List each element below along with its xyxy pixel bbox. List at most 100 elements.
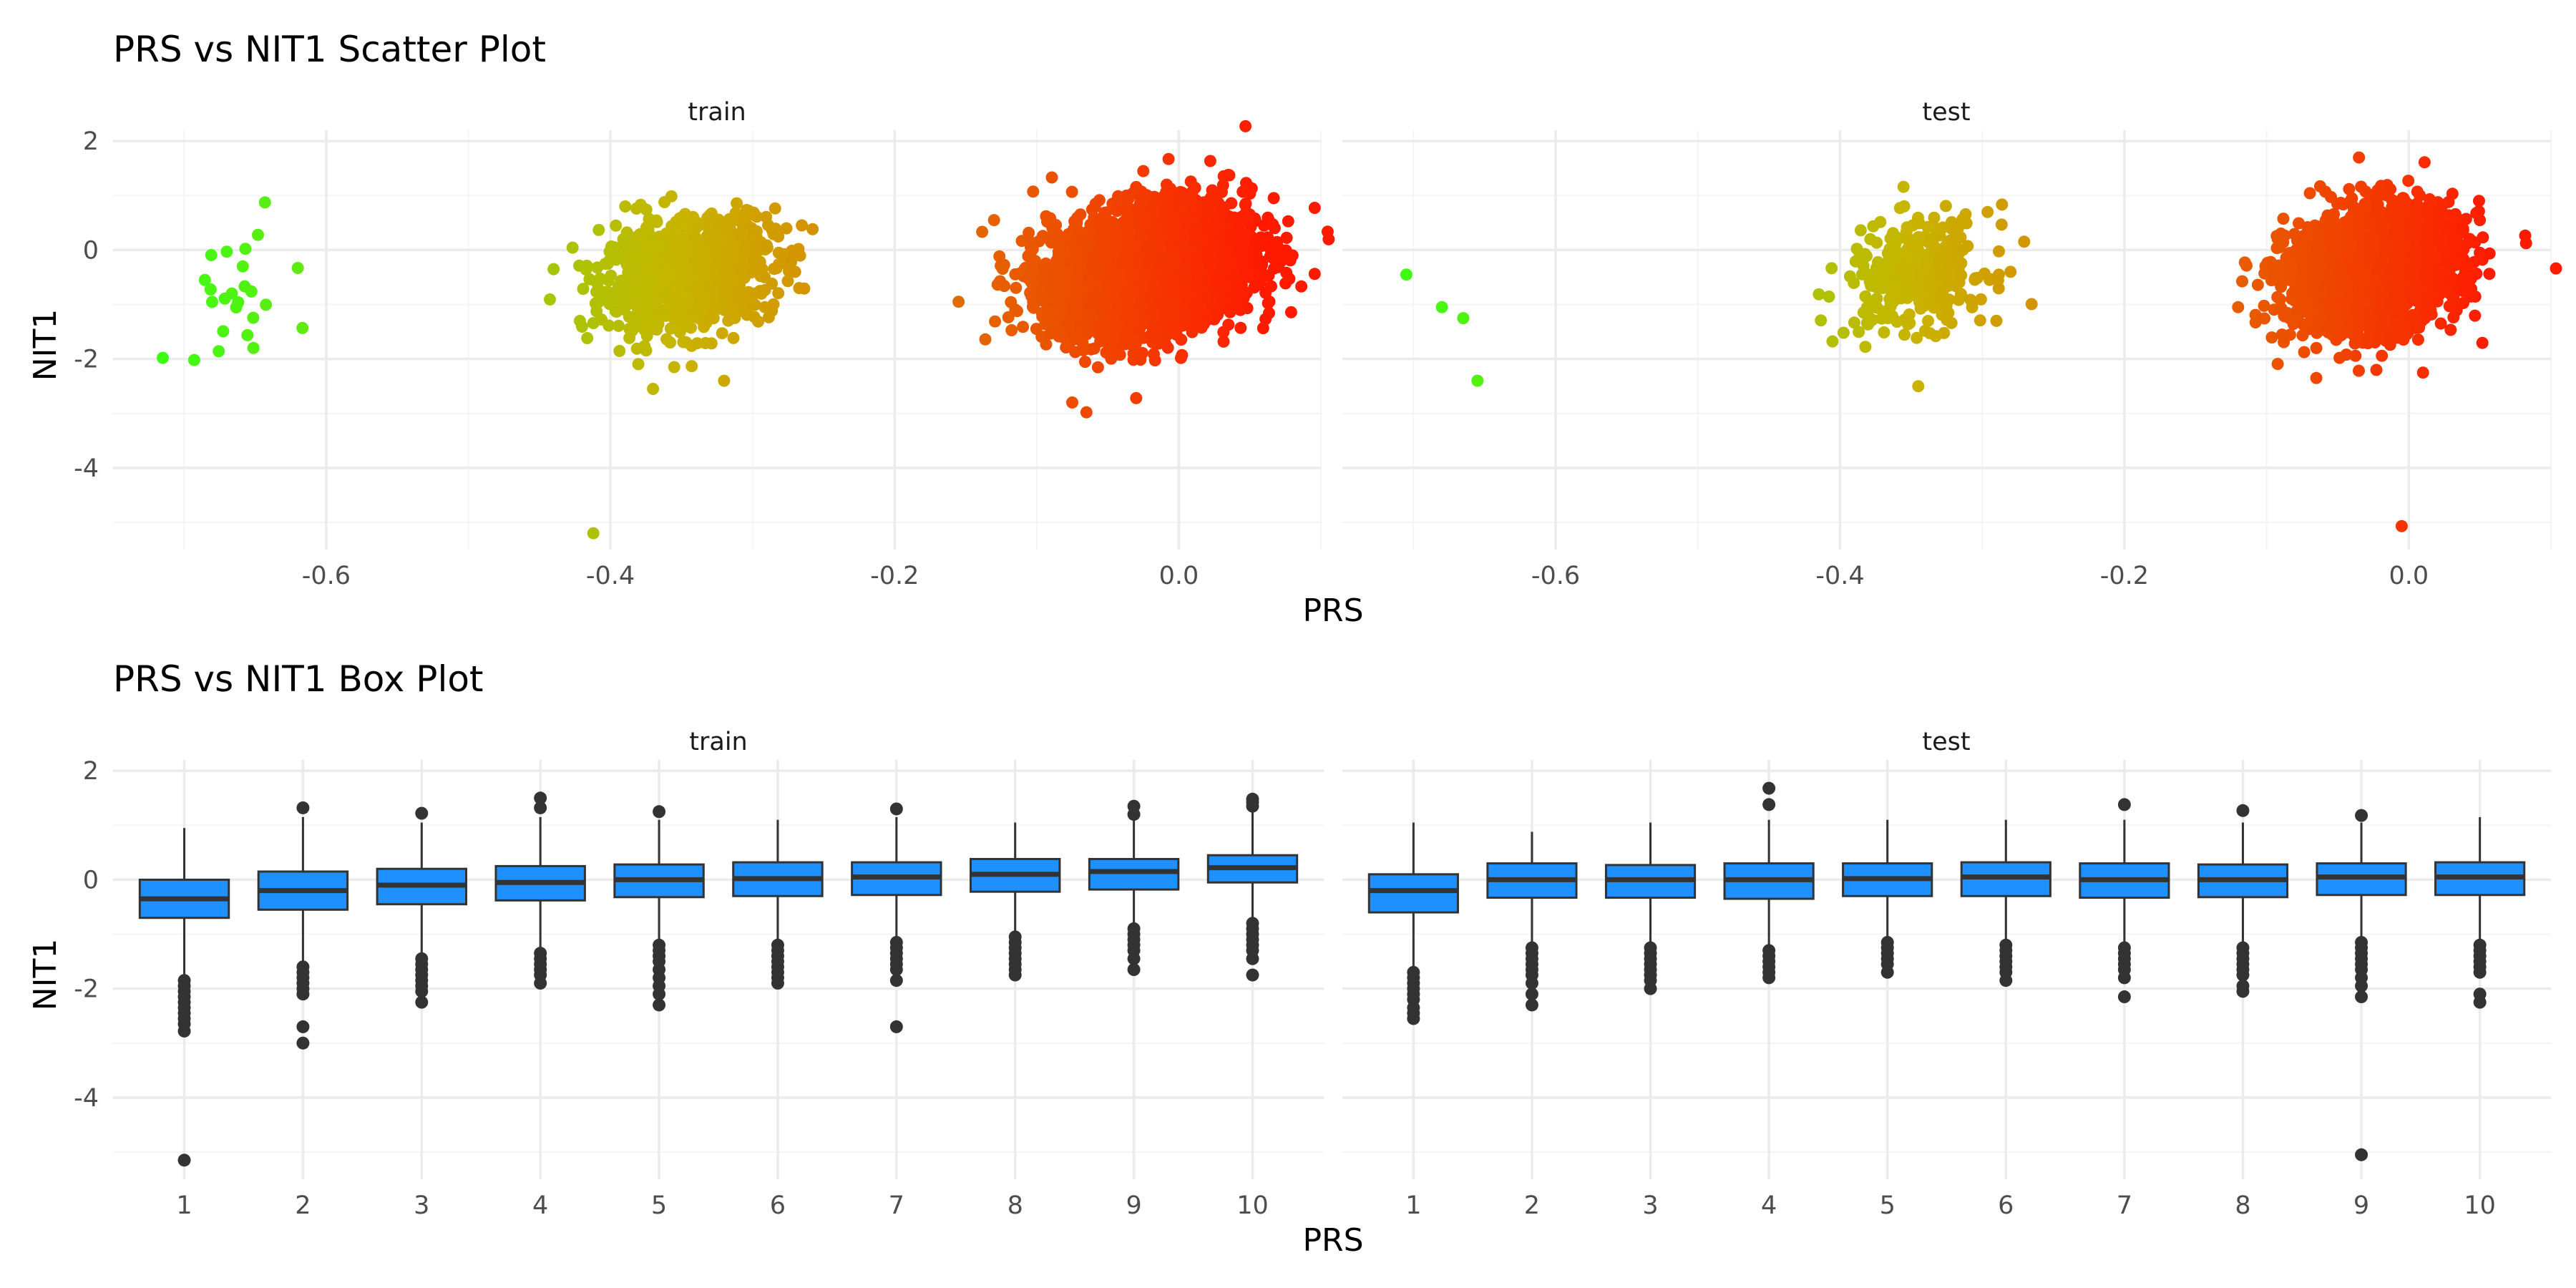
scatter-point <box>1943 274 1956 287</box>
scatter-point <box>217 325 230 338</box>
scatter-point <box>1240 228 1252 240</box>
scatter-point <box>1071 211 1084 224</box>
scatter-point <box>640 235 653 248</box>
scatter-plot-title: PRS vs NIT1 Scatter Plot <box>113 29 546 70</box>
scatter-point <box>798 282 811 295</box>
scatter-point <box>1056 266 1069 279</box>
scatter-point <box>1859 341 1872 353</box>
scatter-point <box>1921 220 1934 233</box>
scatter-point <box>643 269 656 282</box>
scatter-point <box>769 202 781 215</box>
scatter-point <box>1937 248 1950 260</box>
scatter-point <box>701 230 713 243</box>
scatter-point <box>722 314 735 327</box>
scatter-point <box>658 196 671 208</box>
scatter-point <box>1239 198 1252 211</box>
scatter-point <box>1234 321 1247 334</box>
scatter-point <box>613 319 625 332</box>
scatter-point <box>1085 203 1098 216</box>
scatter-x-tick-label: -0.4 <box>586 562 635 590</box>
scatter-point <box>1249 234 1262 247</box>
scatter-point <box>772 258 785 270</box>
scatter-point <box>613 345 626 357</box>
scatter-point <box>590 275 602 288</box>
scatter-point <box>1903 263 1916 275</box>
scatter-point <box>1162 152 1175 165</box>
scatter-point <box>952 296 965 308</box>
scatter-point <box>1253 260 1266 273</box>
scatter-point <box>1262 269 1275 282</box>
scatter-point <box>1996 198 2009 211</box>
scatter-point <box>187 353 200 366</box>
scatter-point <box>746 263 759 276</box>
scatter-point <box>1085 312 1098 325</box>
scatter-point <box>727 331 740 344</box>
scatter-point <box>1974 314 1986 327</box>
scatter-point <box>247 311 260 324</box>
scatter-point <box>1181 293 1194 306</box>
scatter-point <box>1065 185 1078 198</box>
scatter-point <box>291 262 304 274</box>
scatter-point <box>1837 326 1850 339</box>
scatter-point <box>587 317 600 330</box>
scatter-point <box>1093 215 1106 228</box>
scatter-point <box>979 333 992 346</box>
scatter-point <box>1017 321 1030 333</box>
scatter-point <box>709 260 722 273</box>
scatter-point <box>1243 258 1256 271</box>
scatter-point <box>1073 286 1085 299</box>
scatter-point <box>205 249 218 261</box>
scatter-point <box>1091 286 1104 298</box>
scatter-point <box>1209 220 1221 233</box>
scatter-point <box>675 265 688 278</box>
scatter-point <box>755 287 768 300</box>
scatter-point <box>806 223 819 235</box>
scatter-point <box>1010 281 1023 294</box>
scatter-point <box>1956 213 1969 225</box>
scatter-point <box>1025 264 1038 277</box>
scatter-point <box>1097 329 1110 342</box>
scatter-point <box>736 233 748 245</box>
scatter-point <box>673 276 686 289</box>
scatter-point <box>1093 320 1106 333</box>
scatter-point <box>678 208 691 220</box>
scatter-point <box>1217 335 1230 348</box>
scatter-point <box>1190 279 1203 292</box>
scatter-point <box>1229 235 1241 248</box>
scatter-point <box>634 198 647 211</box>
scatter-point <box>1093 194 1106 207</box>
scatter-point <box>1074 245 1087 258</box>
scatter-point <box>1250 248 1263 261</box>
scatter-point <box>1044 327 1057 340</box>
scatter-point <box>581 332 594 344</box>
scatter-point <box>591 261 604 274</box>
scatter-point <box>699 337 712 349</box>
scatter-point <box>1195 321 1208 334</box>
scatter-point <box>1192 261 1205 274</box>
scatter-point <box>1995 218 2008 231</box>
scatter-point <box>1222 318 1235 331</box>
scatter-point <box>1060 317 1073 330</box>
scatter-point <box>1813 288 1825 301</box>
scatter-point <box>1222 168 1235 181</box>
scatter-point <box>2018 235 2031 248</box>
scatter-point <box>1002 311 1015 323</box>
scatter-point <box>1118 257 1131 270</box>
scatter-point <box>997 258 1010 271</box>
scatter-point <box>1971 271 1984 284</box>
scatter-point <box>686 243 698 255</box>
scatter-x-tick-label: -0.2 <box>2100 562 2149 590</box>
scatter-point <box>1130 391 1143 404</box>
scatter-point <box>1196 200 1209 213</box>
scatter-point <box>2402 175 2415 187</box>
scatter-point <box>1242 211 1255 224</box>
scatter-point <box>1126 187 1139 200</box>
scatter-point <box>1884 232 1897 245</box>
scatter-point <box>1282 215 1294 228</box>
scatter-point <box>1249 279 1262 292</box>
scatter-point <box>1239 119 1252 132</box>
scatter-point <box>1946 216 1958 228</box>
scatter-point <box>630 268 643 280</box>
scatter-point <box>157 351 169 364</box>
